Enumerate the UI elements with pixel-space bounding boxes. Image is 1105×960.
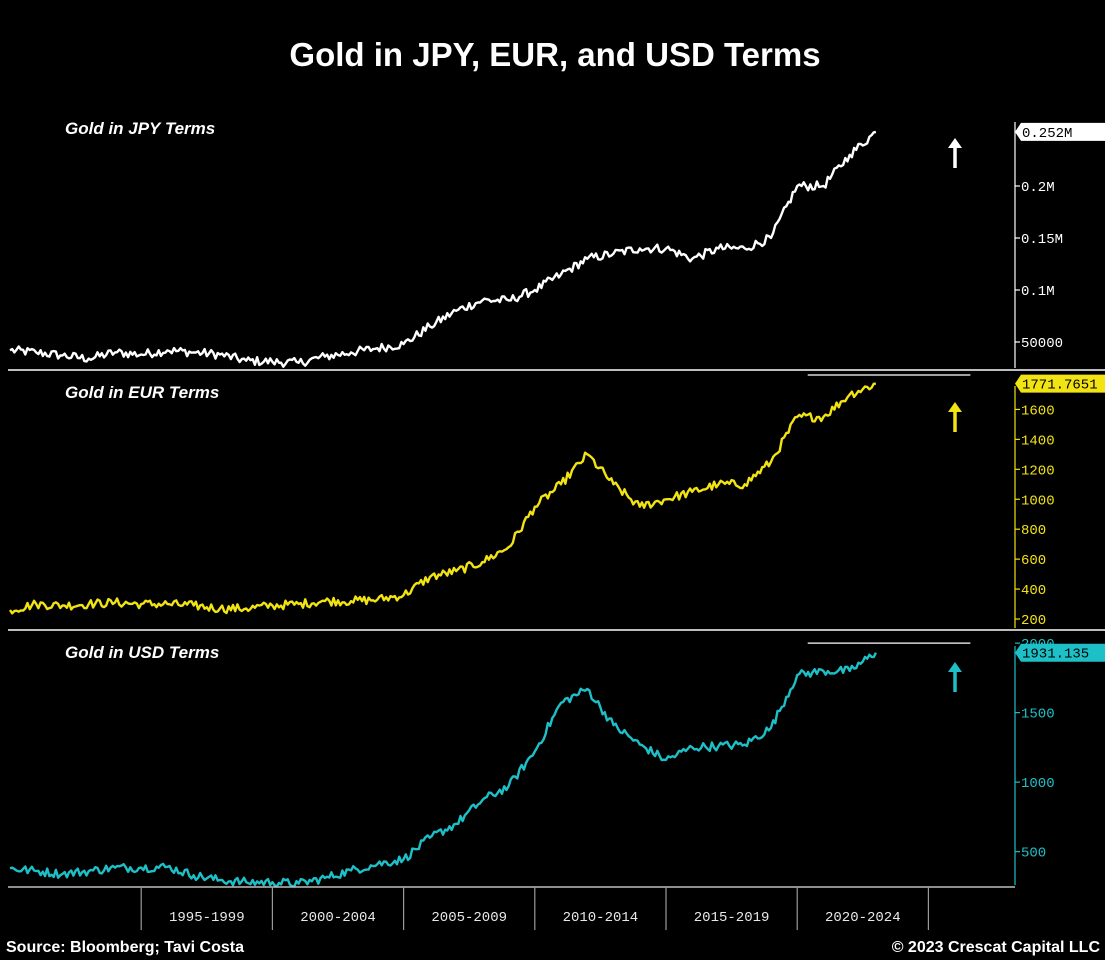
series-line: [9, 652, 877, 888]
series-line: [9, 382, 876, 615]
last-value-label: 1771.7651: [1022, 378, 1098, 394]
panel-3: Gold in USD Terms5001000150020001931.135: [8, 629, 1105, 888]
y-tick-label: 0.15M: [1021, 232, 1063, 248]
x-tick-label: 2020-2024: [825, 910, 901, 926]
panel-1: Gold in JPY Terms 50000 0.1M 0.15M 0.2M 0.252…: [9, 119, 1105, 368]
y-tick-label: 1600: [1021, 403, 1055, 419]
up-arrow-head: [948, 402, 962, 412]
x-tick-label: 2005-2009: [431, 910, 507, 926]
last-value-label: 1931.135: [1022, 647, 1089, 663]
y-tick-label: 600: [1021, 553, 1046, 569]
y-tick-label: 800: [1021, 523, 1046, 539]
last-value-badge: [1015, 374, 1105, 393]
y-tick-label: 1000: [1021, 776, 1055, 792]
y-tick-label: 200: [1021, 613, 1046, 629]
x-axis: 1995-1999 2000-2004 2005-2009 2010-2014 2015…: [8, 886, 1015, 930]
series-line: [9, 130, 877, 368]
panel-label: Gold in EUR Terms: [65, 383, 219, 402]
y-tick-label: 0.1M: [1021, 284, 1055, 300]
y-tick-label: 500: [1021, 846, 1046, 862]
y-tick-label: 50000: [1021, 336, 1063, 352]
chart-panels: Gold in JPY Terms 50000 0.1M 0.15M 0.2M 0.252…: [8, 119, 1105, 888]
last-value-badge: [1015, 643, 1105, 662]
panel-label: Gold in JPY Terms: [65, 119, 215, 138]
x-tick-label: 2015-2019: [694, 910, 770, 926]
x-tick-label: 2010-2014: [563, 910, 639, 926]
x-tick-label: 1995-1999: [169, 910, 245, 926]
chart-title: Gold in JPY, EUR, and USD Terms: [289, 36, 820, 73]
panel-label: Gold in USD Terms: [65, 643, 219, 662]
y-tick-label: 1400: [1021, 433, 1055, 449]
x-tick-label: 2000-2004: [300, 910, 376, 926]
y-tick-label: 1000: [1021, 493, 1055, 509]
panel-2: Gold in EUR Terms 200 400 600 800 1000 1200 140…: [8, 369, 1105, 629]
y-tick-label: 1500: [1021, 707, 1055, 723]
y-tick-label: 400: [1021, 583, 1046, 599]
y-tick-label: 1200: [1021, 463, 1055, 479]
source-note: Source: Bloomberg; Tavi Costa: [6, 939, 244, 956]
copyright-note: © 2023 Crescat Capital LLC: [892, 939, 1101, 956]
up-arrow-head: [948, 138, 962, 148]
last-value-label: 0.252M: [1022, 126, 1072, 142]
last-value-badge: [1015, 122, 1105, 141]
y-tick-label: 0.2M: [1021, 180, 1055, 196]
up-arrow-head: [948, 662, 962, 672]
